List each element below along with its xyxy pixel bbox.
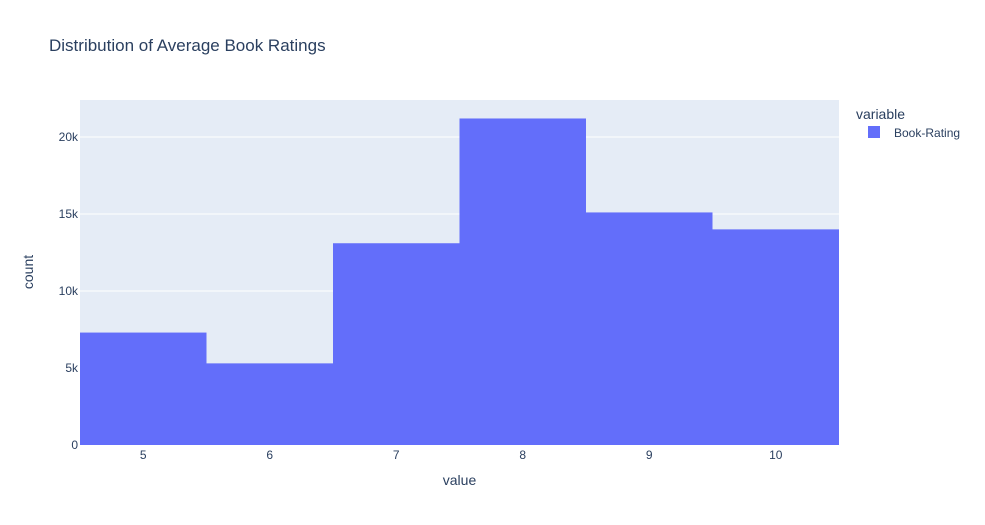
x-tick-label: 9	[646, 448, 653, 462]
legend[interactable]: variable Book-Rating	[856, 106, 960, 140]
x-tick-label: 6	[266, 448, 273, 462]
legend-item-label[interactable]: Book-Rating	[894, 126, 960, 140]
y-tick-labels: 0 5k 10k 15k 20k	[59, 130, 79, 452]
y-tick-label: 10k	[59, 284, 79, 298]
x-tick-label: 7	[393, 448, 400, 462]
legend-title: variable	[856, 106, 905, 122]
x-tick-label: 8	[519, 448, 526, 462]
y-tick-label: 5k	[65, 361, 79, 375]
legend-swatch[interactable]	[868, 126, 880, 138]
x-tick-label: 10	[769, 448, 783, 462]
y-tick-label: 0	[71, 438, 78, 452]
bar[interactable]	[333, 243, 460, 445]
y-tick-label: 20k	[59, 130, 79, 144]
y-tick-label: 15k	[59, 207, 79, 221]
bar[interactable]	[712, 229, 840, 445]
bars	[80, 118, 839, 445]
y-axis-title: count	[20, 255, 36, 289]
bar[interactable]	[459, 118, 587, 445]
x-axis-title: value	[443, 472, 477, 488]
bar[interactable]	[586, 212, 713, 445]
x-tick-label: 5	[140, 448, 147, 462]
bar[interactable]	[206, 363, 334, 445]
chart-title: Distribution of Average Book Ratings	[49, 36, 326, 55]
bar[interactable]	[80, 332, 207, 445]
x-tick-labels: 5 6 7 8 9 10	[140, 448, 783, 462]
